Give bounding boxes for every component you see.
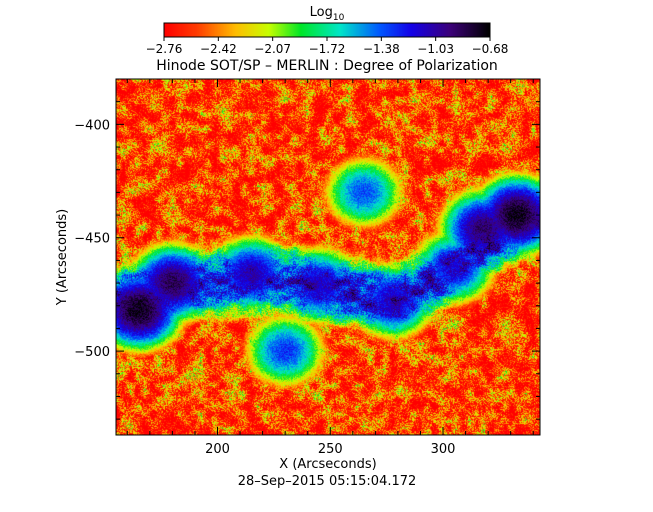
y-tick-label: −450 bbox=[74, 232, 110, 247]
y-axis-label: Y (Arcseconds) bbox=[55, 209, 70, 306]
colorbar-tick-label: −1.03 bbox=[417, 42, 454, 56]
colorbar-ticks: −2.76 −2.42 −2.07 −1.72 −1.38 −1.03 −0.68 bbox=[146, 37, 509, 56]
colorbar-frame bbox=[163, 22, 491, 38]
colorbar-tick-label: −1.72 bbox=[309, 42, 346, 56]
timestamp: 28–Sep–2015 05:15:04.172 bbox=[238, 474, 417, 489]
colorbar-tick-label: −2.76 bbox=[146, 42, 183, 56]
x-axis-label: X (Arcseconds) bbox=[279, 457, 376, 472]
colorbar-gradient bbox=[164, 23, 490, 37]
colorbar-label: Log10 bbox=[310, 5, 345, 23]
plot-frame bbox=[115, 78, 541, 436]
colorbar-tick-label: −1.38 bbox=[363, 42, 400, 56]
polarization-heatmap bbox=[116, 79, 540, 435]
x-tick-label: 250 bbox=[318, 442, 343, 457]
x-tick-label: 200 bbox=[205, 442, 230, 457]
colorbar-tick-label: −0.68 bbox=[472, 42, 509, 56]
x-tick-label: 300 bbox=[431, 442, 456, 457]
chart-title: Hinode SOT/SP – MERLIN : Degree of Polar… bbox=[156, 58, 498, 74]
y-tick-label: −400 bbox=[74, 118, 110, 133]
colorbar-tick-label: −2.07 bbox=[254, 42, 291, 56]
axis-ticks: 200 250 300 −400 −450 −500 bbox=[74, 78, 540, 457]
y-tick-label: −500 bbox=[74, 345, 110, 360]
colorbar-tick-label: −2.42 bbox=[200, 42, 237, 56]
